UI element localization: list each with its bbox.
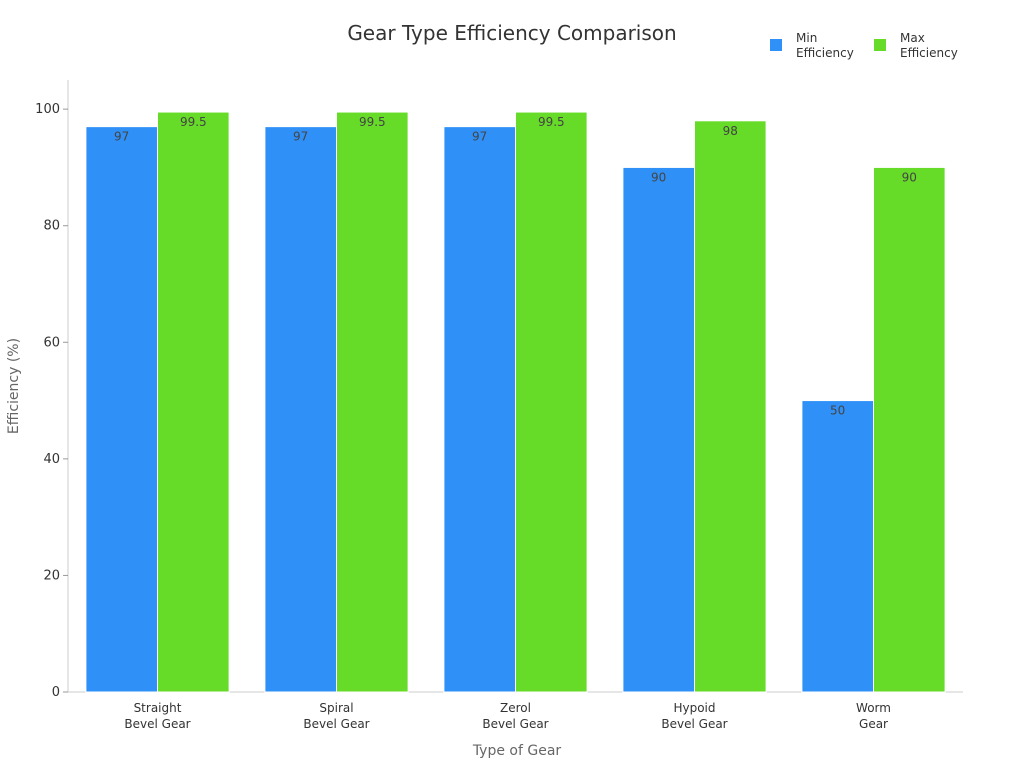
x-tick-label-line: Gear [859,717,888,731]
data-labels: 97 99.5 97 99.5 97 99.5 90 98 50 90 [114,115,917,418]
y-tick-label: 60 [43,335,60,350]
data-label: 50 [830,404,845,418]
data-label: 97 [293,130,308,144]
bar-max [515,111,588,693]
data-label: 98 [723,124,738,138]
x-tick-labels: Straight Bevel Gear Spiral Bevel Gear Zerol B… [124,701,891,731]
y-tick-label: 20 [43,568,60,583]
bar-max [694,120,767,693]
x-tick-label: Hypoid Bevel Gear [661,701,727,731]
x-tick-label-line: Bevel Gear [482,717,548,731]
x-tick-label: Straight Bevel Gear [124,701,190,731]
x-tick-label-line: Spiral [319,701,353,715]
x-tick-label-line: Bevel Gear [303,717,369,731]
data-label: 99.5 [359,115,386,129]
data-label: 90 [651,170,666,184]
x-axis-title: Type of Gear [472,743,562,759]
y-tick-label: 80 [43,219,60,234]
y-ticks: 0 20 40 60 80 100 [35,102,68,700]
bar-max [336,111,409,693]
legend-label: Max Efficiency [900,31,958,60]
data-label: 99.5 [538,115,565,129]
legend-label-line: Efficiency [900,46,958,60]
x-tick-label-line: Straight [134,701,182,715]
bar-min [801,400,875,693]
data-label: 99.5 [180,115,207,129]
y-tick-label: 40 [43,452,60,467]
x-tick-label-line: Hypoid [673,701,715,715]
bar-min [264,126,337,693]
y-axis-title: Efficiency (%) [6,338,22,434]
x-tick-label-line: Bevel Gear [661,717,727,731]
x-tick-label-line: Worm [856,701,891,715]
bar-min [622,166,696,693]
x-tick-label-line: Bevel Gear [124,717,190,731]
legend-swatch [874,39,886,51]
bar-min [443,126,516,693]
data-label: 97 [114,130,129,144]
x-tick-label: Spiral Bevel Gear [303,701,369,731]
legend-label: Min Efficiency [796,31,854,60]
legend-swatch [770,39,782,51]
x-tick-label: Worm Gear [856,701,891,731]
y-tick-label: 100 [35,102,60,117]
bar-max [873,166,946,693]
chart-title: Gear Type Efficiency Comparison [347,21,676,45]
data-label: 97 [472,130,487,144]
bars [85,111,946,693]
data-label: 90 [902,170,917,184]
legend-label-line: Efficiency [796,46,854,60]
y-tick-label: 0 [52,685,60,700]
legend-label-line: Max [900,31,925,45]
x-tick-label: Zerol Bevel Gear [482,701,548,731]
legend-label-line: Min [796,31,817,45]
bar-max [157,111,230,693]
bar-min [85,126,158,693]
x-tick-label-line: Zerol [500,701,531,715]
